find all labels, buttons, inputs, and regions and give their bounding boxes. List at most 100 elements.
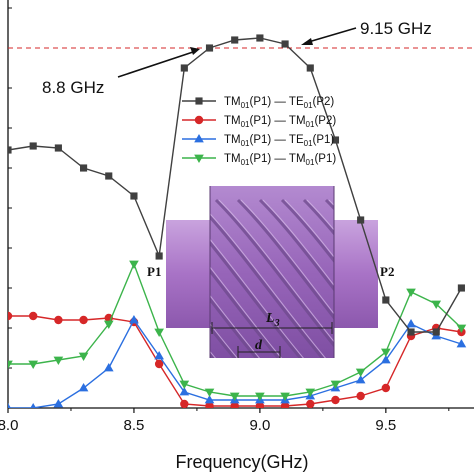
groove-line: [236, 198, 334, 321]
series-2-point-9.2: [306, 399, 315, 408]
annotations: 9.15 GHz 8.8 GHz: [42, 19, 432, 97]
port-label-left: P1: [147, 264, 161, 279]
annotation-arrow-8.8ghz: [117, 50, 197, 78]
series-1-point-8.4: [105, 172, 113, 180]
series-2-point-8.2: [54, 315, 63, 325]
x-axis-ticks: 8.0 8.5 9.0 9.5: [0, 408, 450, 434]
series-2-point-9.3: [331, 395, 340, 405]
legend-label-3: TM01(P1) — TE01(P1): [224, 134, 334, 148]
series-1-point-8.2: [54, 144, 62, 152]
series-4-point-8.1: [28, 360, 39, 370]
annotation-arrow-9.15ghz: [304, 27, 357, 44]
legend-label-4: TM01(P1) — TM01(P1): [224, 153, 336, 167]
series-1-point-8: [8, 146, 12, 154]
groove-line: [280, 198, 334, 264]
groove-line: [214, 198, 334, 348]
groove-line: [370, 200, 474, 360]
series-3-point-8.4: [103, 362, 114, 372]
groove-highlight: [262, 199, 334, 286]
x-tick-label-9.5: 9.5: [375, 417, 396, 434]
groove-line: [302, 198, 334, 236]
series-1-point-8.8: [205, 44, 214, 52]
series-1-point-9.8: [457, 284, 465, 292]
series-4-point-8.4: [103, 320, 114, 330]
series-4-point-9.2: [305, 388, 316, 398]
series-3-point-9.5: [381, 354, 391, 364]
annotation-9.15ghz: 9.15 GHz: [360, 19, 432, 38]
groove-highlight: [240, 199, 334, 315]
right-port-tube: [332, 220, 378, 328]
legend-swatch-marker: [194, 154, 204, 164]
series-4-point-8: [8, 360, 13, 370]
annotation-arrowhead-8.8ghz: [190, 47, 200, 55]
groove-highlight: [218, 199, 334, 343]
legend-entry-3: TM01(P1) — TE01(P1): [182, 133, 334, 148]
series-4-point-9.5: [381, 348, 391, 358]
groove-line: [210, 325, 237, 358]
legend-swatch-marker: [195, 97, 203, 105]
legend-entry-2: TM01(P1) — TM01(P2): [182, 115, 336, 129]
series-4-point-8.2: [53, 356, 64, 366]
helical-grooves: [18, 198, 474, 360]
series-2-point-9.5: [381, 383, 391, 393]
series-1-point-9.1: [281, 40, 289, 48]
legend-label-2: TM01(P1) — TM01(P2): [224, 115, 336, 129]
series-1-point-9.4: [357, 216, 365, 224]
groove-highlight: [306, 199, 334, 231]
series-1-point-9.2: [306, 64, 314, 72]
series-2-point-8.6: [154, 359, 164, 369]
series-3-point-8.6: [154, 350, 164, 360]
series-2-point-8.7: [180, 399, 189, 408]
series-1-point-8.3: [79, 164, 88, 172]
groove-highlight: [210, 323, 239, 358]
groove-line: [210, 268, 281, 358]
left-port-tube: [166, 220, 212, 328]
waveguide-inset: L3 d P1 P2: [18, 186, 474, 360]
series-4-point-9.7: [431, 300, 442, 310]
series-3-point-8.7: [179, 386, 190, 396]
series-1-point-9.6: [407, 328, 415, 336]
legend: TM01(P1) — TE01(P2) TM01(P1) — TM01(P2) TM…: [182, 96, 336, 167]
x-tick-label-8: 8.0: [0, 417, 18, 434]
legend-label-1: TM01(P1) — TE01(P2): [224, 96, 334, 110]
series-4-point-9: [255, 392, 265, 402]
groove-highlight: [284, 199, 334, 258]
series-1-point-9.3: [331, 136, 340, 144]
groove-highlight: [210, 238, 305, 358]
period-label: d: [255, 338, 263, 353]
series-2-point-8.1: [28, 311, 38, 321]
series-1-point-9.7: [432, 328, 440, 336]
plot-frame: [7, 0, 474, 409]
groove-line: [210, 240, 303, 358]
series-1-point-8.7: [180, 64, 188, 72]
x-axis-title: Frequency(GHz): [175, 452, 308, 472]
groove-highlight: [373, 200, 474, 360]
groove-highlight: [210, 266, 283, 358]
series-1-point-8.6: [155, 252, 163, 260]
series-4-point-9.1: [280, 392, 290, 402]
series-3-point-9.4: [355, 374, 366, 384]
groove-line: [18, 200, 148, 360]
series-3-point-9.6: [406, 318, 416, 328]
series-2-point-8.3: [79, 315, 88, 325]
groove-line: [210, 297, 259, 358]
series-3-point-8.8: [204, 394, 215, 404]
groove-line: [40, 200, 170, 360]
annotation-arrowhead-9.15ghz: [301, 38, 313, 45]
series-3-point-8.2: [53, 398, 64, 408]
legend-entry-4: TM01(P1) — TM01(P1): [182, 153, 336, 167]
series-1-point-8.9: [231, 36, 239, 44]
series-2-point-9.4: [356, 391, 365, 401]
series-4-point-8.6: [154, 328, 164, 338]
annotation-8.8ghz: 8.8 GHz: [42, 78, 104, 97]
series-4-point-8.8: [204, 388, 215, 398]
x-tick-label-9: 9.0: [249, 417, 270, 434]
groove-highlight: [210, 294, 261, 358]
series-layer: [8, 34, 467, 408]
x-tick-label-8.5: 8.5: [124, 417, 145, 434]
series-4-point-8.9: [229, 392, 240, 402]
legend-swatch-marker: [194, 133, 204, 143]
series-1: [8, 34, 465, 336]
series-1-point-8.1: [29, 142, 37, 150]
